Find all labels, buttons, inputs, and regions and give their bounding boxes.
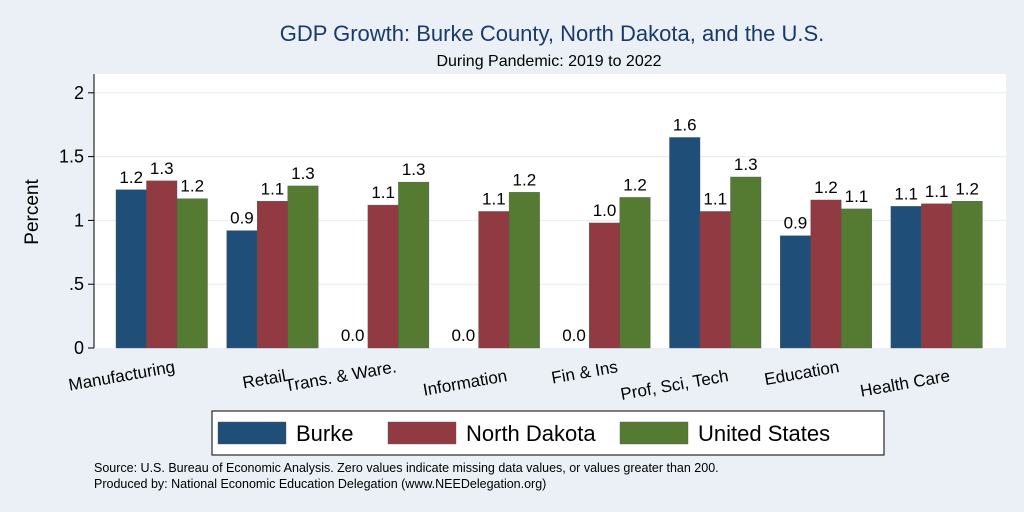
- bar-north-dakota: [699, 211, 731, 349]
- x-category-label: Prof, Sci, Tech: [619, 366, 730, 404]
- bar-north-dakota: [257, 201, 288, 349]
- bar-value-label: 1.2: [119, 168, 143, 187]
- bar-north-dakota: [478, 211, 510, 349]
- bar-value-label: 1.3: [291, 164, 315, 183]
- bar-north-dakota: [921, 203, 953, 349]
- bar-north-dakota: [589, 222, 620, 349]
- x-category-label: Information: [421, 366, 508, 399]
- chart-title: GDP Growth: Burke County, North Dakota, …: [280, 21, 825, 46]
- chart-subtitle: During Pandemic: 2019 to 2022: [436, 53, 661, 70]
- source-note: Source: U.S. Bureau of Economic Analysis…: [94, 461, 719, 475]
- bar-value-label: 1.2: [955, 179, 979, 198]
- bar-north-dakota: [367, 204, 399, 349]
- y-tick-label: 2: [74, 83, 84, 103]
- legend-swatch-united-states: [619, 421, 689, 445]
- bar-united-states: [508, 192, 540, 349]
- bar-north-dakota: [810, 199, 842, 349]
- bar-value-label: 0.9: [230, 209, 254, 228]
- bar-value-label: 1.3: [402, 160, 426, 179]
- bar-labels: 1.2 1.3 1.2 0.9 1.1 1.3 0.0 1.1 1.3 0.0 1.1 1.2 0.0 1…: [119, 115, 979, 345]
- bar-north-dakota: [146, 180, 178, 349]
- y-tick-label: 1: [74, 210, 84, 230]
- bar-burke: [780, 235, 811, 349]
- y-tick-label: 1.5: [59, 147, 84, 167]
- bar-united-states: [287, 185, 319, 349]
- bar-value-label: 0.0: [562, 326, 586, 345]
- legend-label: Burke: [296, 421, 353, 446]
- bar-value-label: 1.2: [180, 177, 204, 196]
- bar-value-label: 1.3: [150, 159, 174, 178]
- bar-burke: [669, 137, 701, 349]
- bar-value-label: 0.0: [452, 326, 476, 345]
- bar-value-label: 1.1: [482, 189, 506, 208]
- bar-value-label: 0.9: [784, 214, 808, 233]
- bar-value-label: 1.1: [703, 189, 727, 208]
- legend: [211, 410, 885, 456]
- x-category-label: Health Care: [859, 366, 952, 400]
- x-category-label: Retail: [241, 366, 287, 392]
- bars: [115, 137, 983, 349]
- bar-value-label: 1.1: [261, 179, 285, 198]
- x-category-label: Trans. & Ware.: [283, 357, 398, 395]
- bar-burke: [115, 189, 147, 349]
- bar-value-label: 1.0: [593, 201, 617, 220]
- y-tick-label: .5: [69, 274, 84, 294]
- x-category-label: Education: [763, 357, 841, 389]
- bar-value-label: 1.2: [814, 178, 838, 197]
- legend-swatch-burke: [217, 421, 287, 445]
- bar-value-label: 1.2: [623, 175, 647, 194]
- bar-value-label: 1.6: [673, 115, 697, 134]
- bar-united-states: [176, 198, 208, 349]
- y-axis-ticks: 0 .5 1 1.5 2: [59, 83, 94, 358]
- bar-burke: [890, 206, 922, 349]
- bar-value-label: 1.2: [513, 170, 537, 189]
- bar-united-states: [398, 181, 430, 349]
- bar-united-states: [619, 197, 651, 349]
- y-tick-label: 0: [74, 338, 84, 358]
- bar-value-label: 1.1: [371, 183, 395, 202]
- legend-swatch-north-dakota: [387, 421, 457, 445]
- bar-value-label: 0.0: [341, 326, 365, 345]
- bar-value-label: 1.1: [894, 184, 918, 203]
- bar-united-states: [730, 176, 762, 349]
- bar-united-states: [951, 201, 983, 349]
- legend-entries: Burke North Dakota United States: [217, 421, 830, 446]
- bar-value-label: 1.1: [925, 182, 949, 201]
- producer-note: Produced by: National Economic Education…: [94, 477, 546, 491]
- y-axis-label: Percent: [22, 179, 43, 245]
- bar-burke: [226, 230, 258, 349]
- bar-value-label: 1.1: [845, 187, 869, 206]
- x-category-label: Manufacturing: [67, 357, 176, 394]
- x-category-label: Fin & Ins: [550, 357, 619, 387]
- bar-value-label: 1.3: [734, 155, 758, 174]
- legend-label: United States: [698, 421, 830, 446]
- legend-label: North Dakota: [466, 421, 596, 446]
- bar-united-states: [841, 208, 872, 349]
